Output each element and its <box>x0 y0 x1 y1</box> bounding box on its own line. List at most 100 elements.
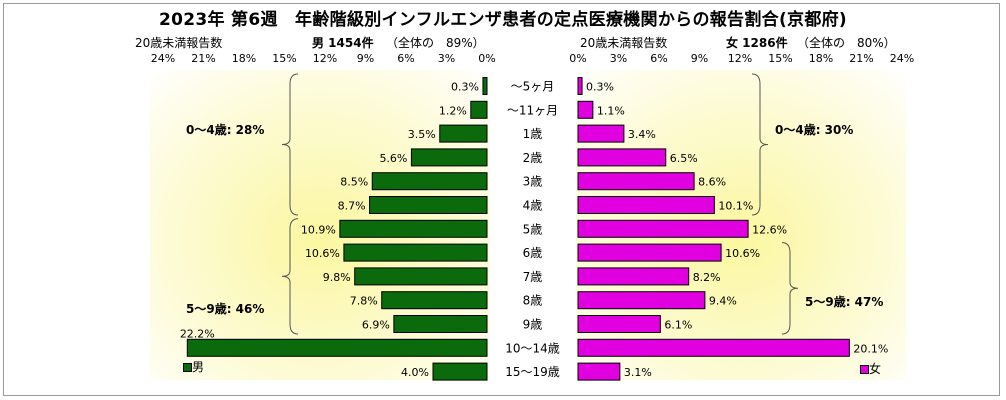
right-header-count: 女 1286件 <box>726 36 788 50</box>
female-data-label: 6.1% <box>664 319 692 332</box>
male-bar <box>432 362 488 381</box>
female-data-label: 3.4% <box>628 128 656 141</box>
male-data-label: 8.5% <box>340 176 368 189</box>
male-bar <box>186 338 488 357</box>
left-header-share: （全体の 89%） <box>386 36 485 50</box>
category-label: 5歳 <box>523 222 543 236</box>
female-bar <box>577 148 667 167</box>
male-data-label: 9.8% <box>323 271 351 284</box>
legend-male-label: 男 <box>192 360 205 374</box>
male-bar <box>482 77 488 95</box>
male-bar <box>470 100 488 119</box>
x-tick-right: 18% <box>809 52 833 65</box>
female-data-label: 1.1% <box>597 104 625 117</box>
male-bar <box>339 219 488 238</box>
male-data-label: 10.9% <box>301 223 336 236</box>
male-data-label: 22.2% <box>180 327 215 340</box>
category-label: 1歳 <box>523 127 543 141</box>
male-data-label: 3.5% <box>408 128 436 141</box>
x-tick-left: 15% <box>272 52 296 65</box>
x-tick-right: 6% <box>650 52 667 65</box>
female-data-label: 10.1% <box>718 200 753 213</box>
legend-male-swatch <box>183 363 192 372</box>
male-data-label: 1.2% <box>439 104 467 117</box>
male-bar <box>343 243 488 262</box>
legend-female: 女 <box>860 360 881 377</box>
male-bar <box>381 291 488 310</box>
female-data-label: 3.1% <box>624 366 652 379</box>
female-bar <box>577 77 583 95</box>
brace-right-0-4 <box>751 73 769 216</box>
x-tick-right: 15% <box>768 52 792 65</box>
brace-right-5-9 <box>781 242 799 335</box>
legend-female-label: 女 <box>869 362 882 376</box>
male-data-label: 5.6% <box>379 152 407 165</box>
category-label: 15～19歳 <box>505 365 560 379</box>
category-label: 6歳 <box>523 246 543 260</box>
left-header-note: 20歳未満報告数 <box>135 36 223 50</box>
male-data-label: 7.8% <box>350 295 378 308</box>
bracket-label-left-0-4: 0～4歳: 28% <box>186 123 265 137</box>
x-tick-left: 6% <box>397 52 414 65</box>
female-data-label: 9.4% <box>709 295 737 308</box>
x-tick-right: 3% <box>610 52 627 65</box>
x-tick-left: 21% <box>191 52 215 65</box>
female-data-label: 8.6% <box>698 176 726 189</box>
female-bar <box>577 196 715 214</box>
male-data-label: 8.7% <box>338 200 366 213</box>
female-data-label: 10.6% <box>725 247 760 260</box>
male-bar <box>439 124 488 143</box>
male-data-label: 10.6% <box>305 247 340 260</box>
legend-female-swatch <box>860 365 869 374</box>
category-label: ～5ヶ月 <box>511 80 555 94</box>
male-bar <box>371 172 488 191</box>
female-bar <box>577 315 661 333</box>
category-label: 7歳 <box>523 270 543 284</box>
x-tick-right: 9% <box>691 52 708 65</box>
chart-frame <box>3 3 1000 396</box>
female-data-label: 12.6% <box>752 223 787 236</box>
left-header-count: 男 1454件 <box>312 36 374 50</box>
female-bar <box>577 267 690 286</box>
female-bar <box>577 362 621 381</box>
female-bar <box>577 124 625 143</box>
male-bar <box>393 315 488 333</box>
female-bar <box>577 172 695 191</box>
x-tick-right: 24% <box>890 52 914 65</box>
category-label: ～11ヶ月 <box>507 103 558 117</box>
brace-left-0-4 <box>281 73 299 216</box>
category-label: 3歳 <box>523 175 543 189</box>
female-bar <box>577 219 749 238</box>
x-tick-left: 3% <box>438 52 455 65</box>
female-bar <box>577 338 850 357</box>
chart-title: 2023年 第6週 年齢階級別インフルエンザ患者の定点医療機関からの報告割合(京… <box>159 10 847 30</box>
female-data-label: 6.5% <box>670 152 698 165</box>
male-bar <box>369 196 488 214</box>
x-tick-left: 9% <box>357 52 374 65</box>
female-bar <box>577 243 722 262</box>
x-tick-right: 0% <box>569 52 586 65</box>
x-tick-left: 18% <box>232 52 256 65</box>
female-data-label: 0.3% <box>586 81 614 94</box>
x-tick-right: 12% <box>728 52 752 65</box>
female-data-label: 8.2% <box>693 271 721 284</box>
bracket-label-left-5-9: 5～9歳: 46% <box>186 302 265 316</box>
x-tick-left: 12% <box>313 52 337 65</box>
category-label: 8歳 <box>523 294 543 308</box>
category-label: 2歳 <box>523 151 543 165</box>
female-bar <box>577 291 706 310</box>
x-tick-left: 24% <box>151 52 175 65</box>
category-label: 9歳 <box>523 318 543 332</box>
male-data-label: 0.3% <box>451 81 479 94</box>
right-header-note: 20歳未満報告数 <box>580 36 668 50</box>
bracket-label-right-0-4: 0～4歳: 30% <box>775 123 854 137</box>
male-bar <box>354 267 488 286</box>
legend-male: 男 <box>183 358 204 375</box>
category-label: 10～14歳 <box>505 341 560 355</box>
female-data-label: 20.1% <box>853 342 888 355</box>
right-header-share: （全体の 80%） <box>797 36 896 50</box>
bracket-label-right-5-9: 5～9歳: 47% <box>805 295 884 309</box>
brace-left-5-9 <box>281 218 299 335</box>
